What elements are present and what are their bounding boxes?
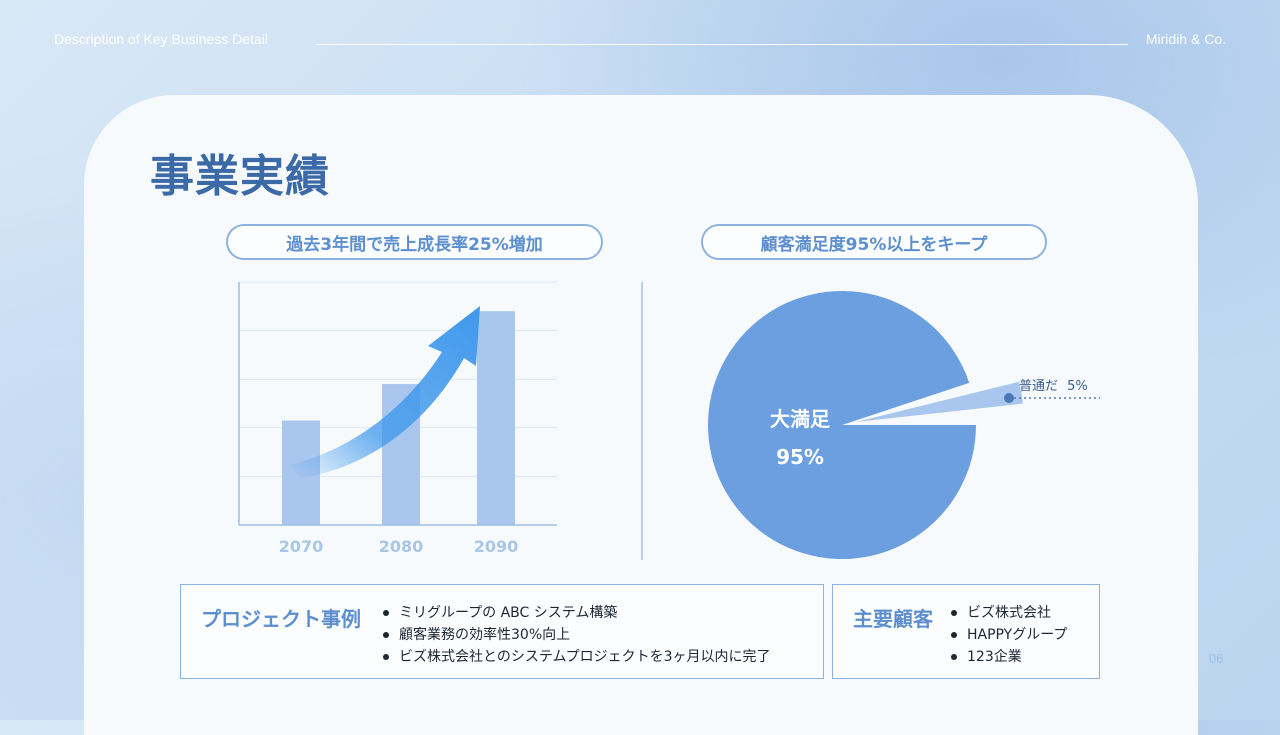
pie-value-main: 95% [776,445,824,469]
pie-label-main: 大満足 [770,407,831,431]
sales-growth-pill: 過去3年間で売上成長率25%増加 [226,224,603,260]
page-title: 事業実績 [150,151,330,202]
project-cases-box: プロジェクト事例 ミリグループの ABC システム構築 顧客業務の効率性30%向… [180,584,824,679]
header-company-name: Miridih & Co. [1145,31,1226,47]
pie-callout-dot [1004,393,1014,403]
list-item: ビズ株式会社 [949,602,1067,624]
project-cases-list: ミリグループの ABC システム構築 顧客業務の効率性30%向上 ビズ株式会社と… [381,602,771,668]
major-clients-box: 主要顧客 ビズ株式会社 HAPPYグループ 123企業 [832,584,1100,679]
project-cases-title: プロジェクト事例 [201,607,361,631]
list-item: 123企業 [949,646,1067,668]
sales-bar-chart: 2070 2080 2090 [238,281,557,556]
list-item: HAPPYグループ [949,624,1067,646]
list-item: 顧客業務の効率性30%向上 [381,624,771,646]
chart-divider [641,282,643,560]
pie-label-minor: 普通だ 5% [1019,379,1088,394]
bar-2090 [477,311,515,525]
major-clients-list: ビズ株式会社 HAPPYグループ 123企業 [949,602,1067,668]
x-tick-label: 2070 [279,537,324,556]
list-item: ビズ株式会社とのシステムプロジェクトを3ヶ月以内に完了 [381,646,771,668]
page-number: 06 [1209,651,1224,666]
header-divider [316,44,1128,45]
list-item: ミリグループの ABC システム構築 [381,602,771,624]
pie-label-minor-value: 5% [1067,379,1088,394]
pie-label-minor-name: 普通だ [1019,379,1058,394]
satisfaction-pill: 顧客満足度95%以上をキープ [701,224,1047,260]
header-left-text: Description of Key Business Detail [54,31,268,47]
pie-slice-main [708,291,976,560]
x-tick-label: 2090 [474,537,519,556]
major-clients-title: 主要顧客 [853,607,933,631]
pie-slice-minor [856,381,1023,422]
x-tick-label: 2080 [379,537,424,556]
satisfaction-pie-chart: 大満足 95% 普通だ 5% [708,291,1100,560]
growth-arrow-icon [290,306,480,478]
